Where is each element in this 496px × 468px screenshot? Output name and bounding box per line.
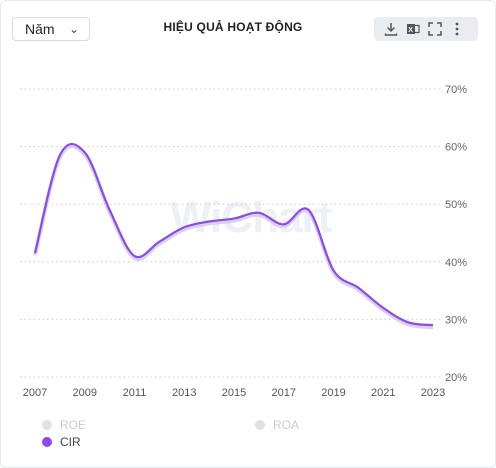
chart-toolbar: X xyxy=(374,17,478,41)
x-tick-label: 2019 xyxy=(321,387,345,399)
legend-label: ROE xyxy=(60,418,87,432)
y-tick-label: 70% xyxy=(445,84,467,96)
excel-icon[interactable]: X xyxy=(406,22,420,36)
svg-text:X: X xyxy=(408,27,413,34)
y-tick-label: 60% xyxy=(445,142,467,154)
legend-item-cir[interactable]: CIR xyxy=(42,435,81,449)
y-tick-label: 50% xyxy=(445,199,467,211)
legend-label: ROA xyxy=(273,418,300,432)
y-tick-label: 20% xyxy=(445,372,467,384)
download-icon[interactable] xyxy=(384,22,398,36)
y-tick-label: 30% xyxy=(445,314,467,326)
legend-swatch xyxy=(42,420,52,430)
legend-item-roe[interactable]: ROE xyxy=(42,418,86,432)
chevron-down-icon: ⌄ xyxy=(68,22,79,36)
series-line-cir[interactable] xyxy=(33,142,434,327)
x-tick-label: 2023 xyxy=(421,387,445,399)
watermark: WiChart xyxy=(170,193,333,242)
period-select[interactable]: Năm ⌄ xyxy=(12,17,90,41)
legend-swatch xyxy=(42,437,52,447)
x-tick-label: 2013 xyxy=(172,387,196,399)
period-select-value: Năm xyxy=(25,21,55,37)
x-tick-label: 2007 xyxy=(23,387,47,399)
legend-label: CIR xyxy=(60,435,81,449)
legend-swatch xyxy=(255,420,265,430)
line-chart: WiChart 70% 60% 50% 40% 30% 20% 2007 2009 2011 2… xyxy=(20,84,467,399)
more-icon[interactable] xyxy=(450,22,464,36)
x-tick-label: 2017 xyxy=(272,387,296,399)
x-tick-label: 2011 xyxy=(123,387,147,399)
y-tick-label: 40% xyxy=(445,257,467,269)
fullscreen-icon[interactable] xyxy=(428,22,442,36)
legend-item-roa[interactable]: ROA xyxy=(255,418,299,432)
x-tick-label: 2021 xyxy=(371,387,395,399)
x-tick-label: 2015 xyxy=(222,387,246,399)
x-tick-label: 2009 xyxy=(73,387,97,399)
chart-title: HIỆU QUẢ HOẠT ĐỘNG xyxy=(163,20,303,34)
